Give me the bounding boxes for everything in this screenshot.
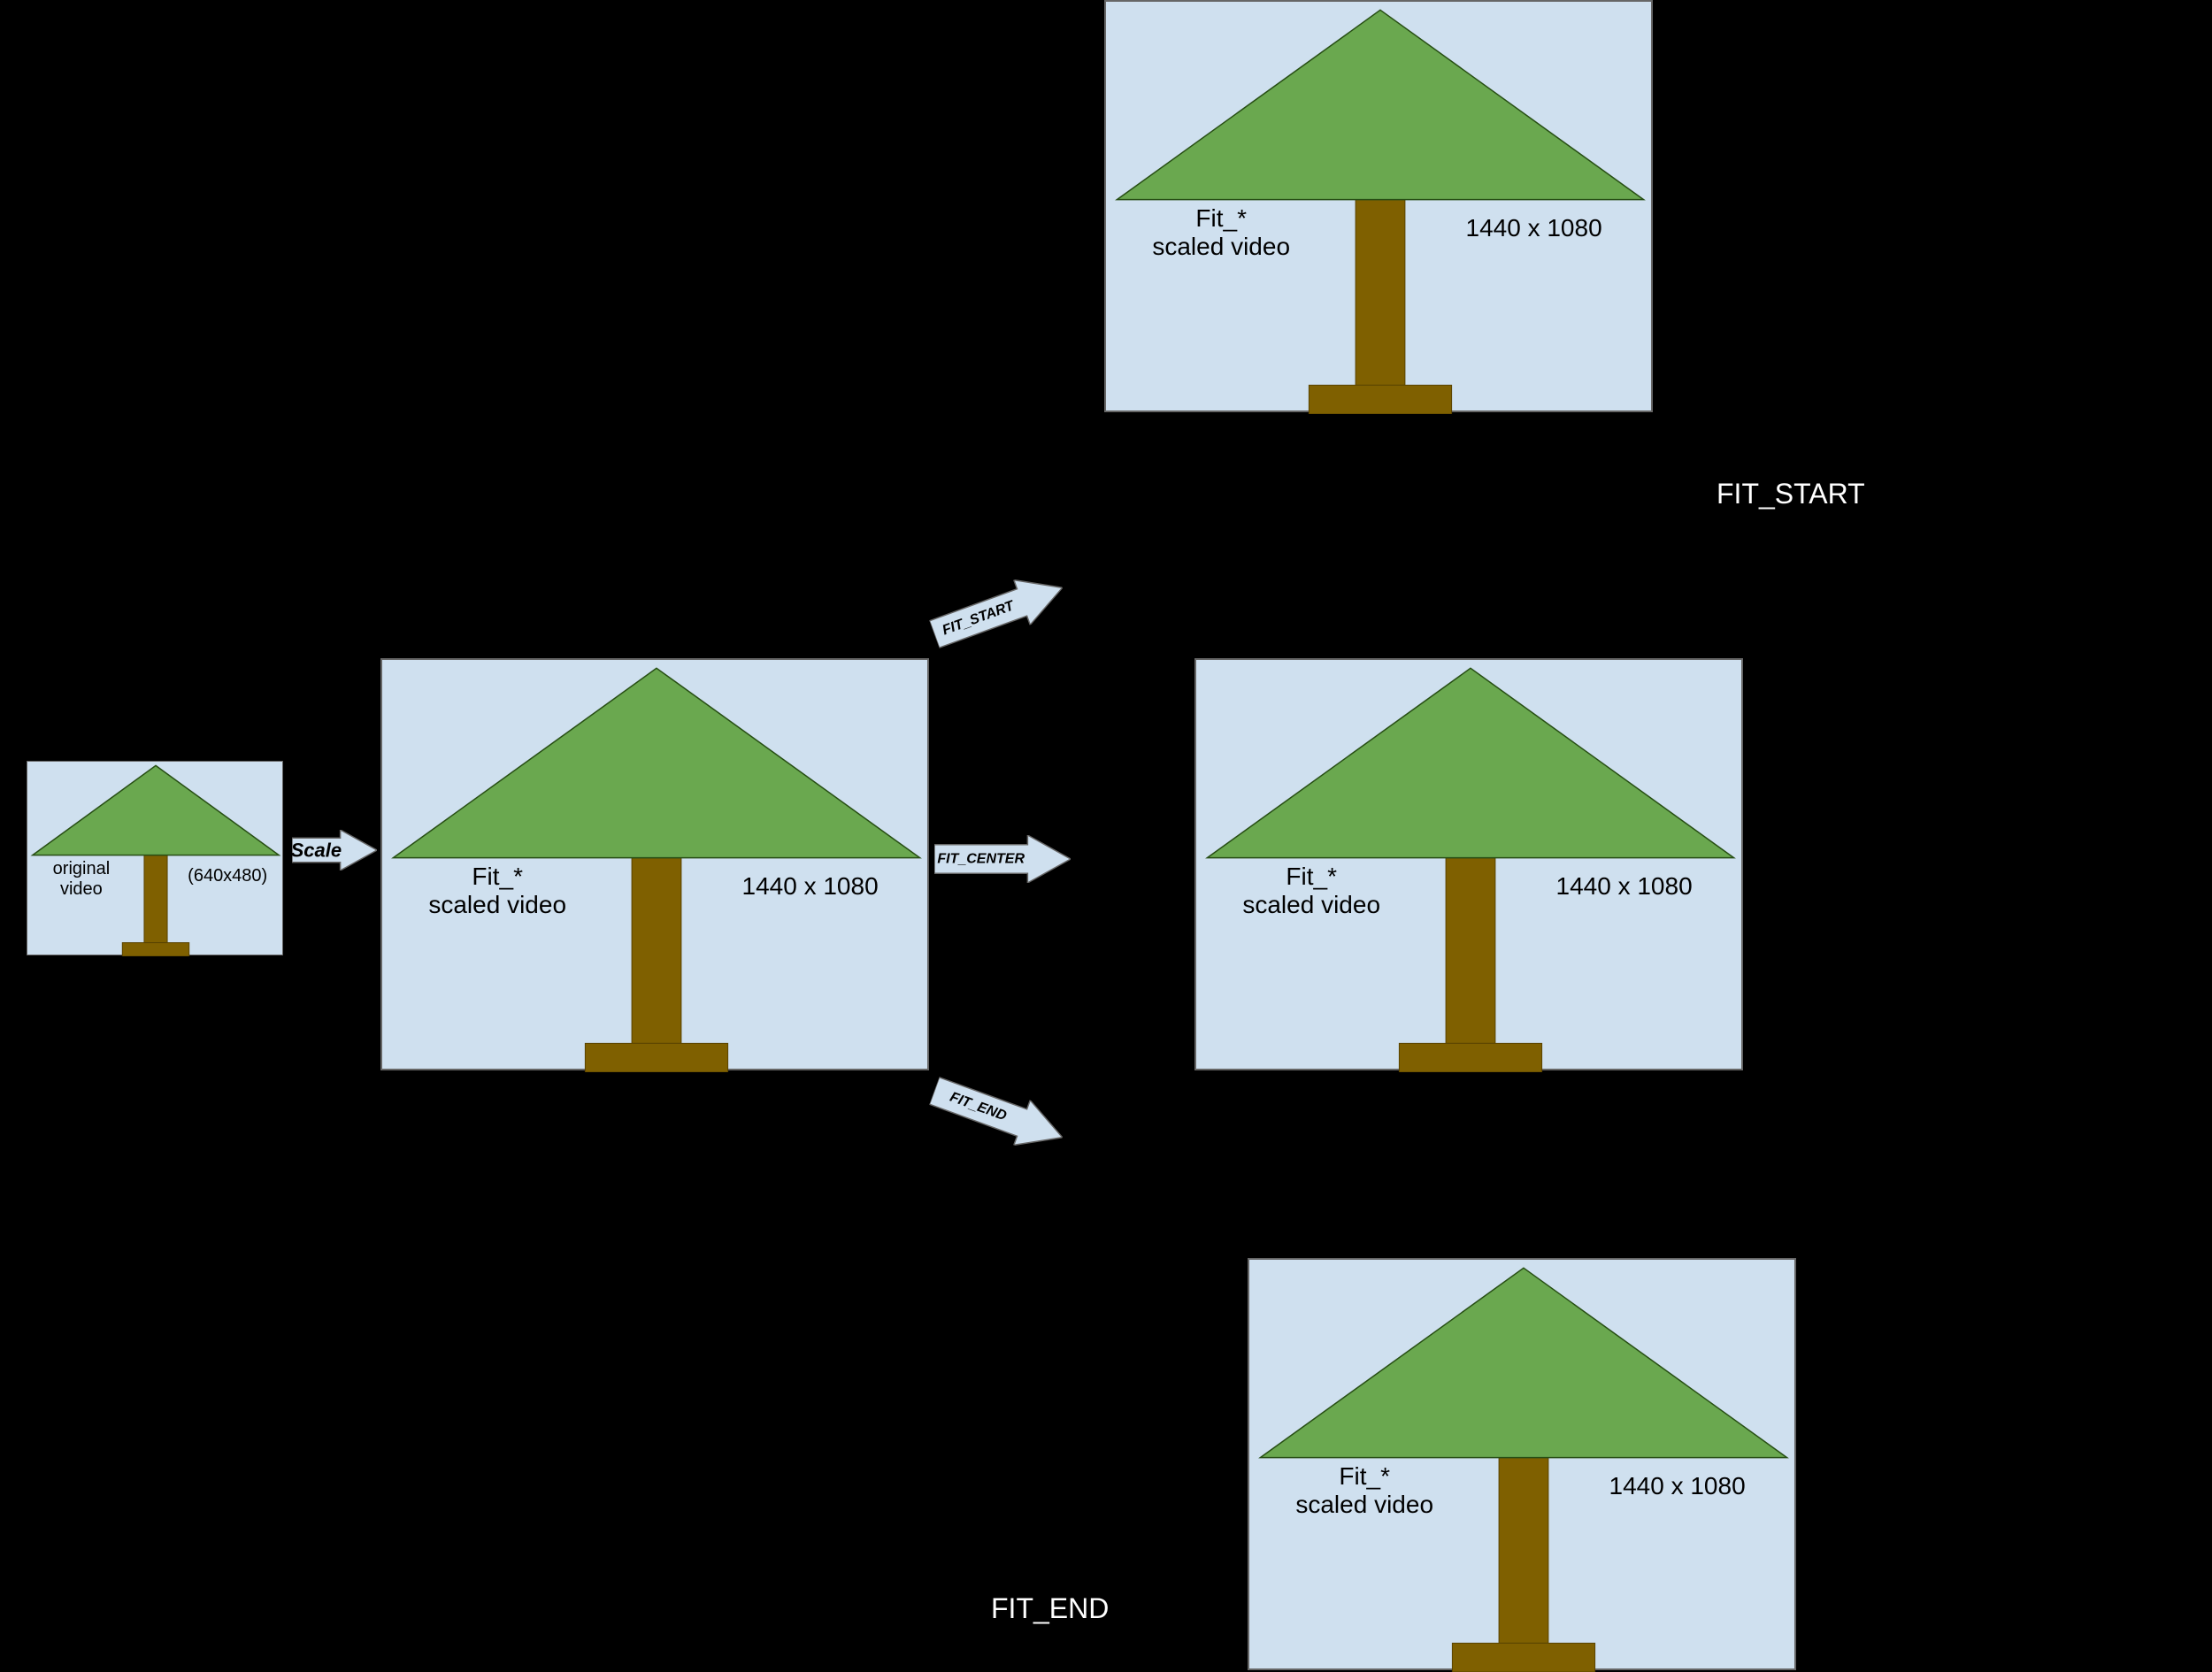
output-frame-fit-end: Fit_* scaled video 1440 x 1080 bbox=[1248, 1159, 1796, 1670]
video-left-label-line2: scaled video bbox=[1152, 233, 1290, 260]
external-label-fit-end: FIT_END bbox=[991, 1592, 1109, 1625]
video-left-label: Fit_* scaled video bbox=[1106, 204, 1336, 261]
video-right-label: 1440 x 1080 bbox=[689, 872, 931, 901]
scaled-video-inside-output: Fit_* scaled video 1440 x 1080 bbox=[1248, 1258, 1796, 1670]
video-left-label-line2: scaled video bbox=[1242, 891, 1380, 918]
video-left-label: Fit_* scaled video bbox=[1249, 1462, 1479, 1519]
output-frame-fit-center: Fit_* scaled video 1440 x 1080 bbox=[1194, 658, 1743, 1070]
arrow-fit-start: FIT_START bbox=[926, 565, 1071, 656]
video-left-label-line1: Fit_* bbox=[1339, 1462, 1390, 1490]
scaled-video-inside-output: Fit_* scaled video 1440 x 1080 bbox=[1104, 0, 1653, 412]
video-right-label: 1440 x 1080 bbox=[1413, 214, 1655, 242]
video-left-label: Fit_* scaled video bbox=[382, 863, 612, 919]
arrow-scale: Scale bbox=[292, 830, 377, 871]
arrow-label: Scale bbox=[292, 840, 342, 862]
video-left-label: Fit_* scaled video bbox=[1196, 863, 1426, 919]
external-label-fit-center-line2: CENTER bbox=[1748, 845, 1814, 863]
arrow-label: FIT_CENTER bbox=[937, 852, 1025, 867]
external-label-fit-center-line1: FIT_ bbox=[1748, 827, 1781, 845]
video-left-label-line1: original bbox=[53, 859, 110, 878]
video-left-label-line2: scaled video bbox=[1295, 1491, 1433, 1518]
scaled-video-inside-output: Fit_* scaled video 1440 x 1080 bbox=[1194, 658, 1743, 1070]
scaled-video-frame: Fit_* scaled video 1440 x 1080 bbox=[380, 658, 929, 1070]
video-right-label: 1440 x 1080 bbox=[1503, 872, 1745, 901]
arrow-icon: FIT_END bbox=[926, 1069, 1071, 1160]
video-left-label-line2: video bbox=[60, 879, 103, 899]
arrow-fit-end: FIT_END bbox=[926, 1069, 1071, 1160]
arrow-icon: FIT_CENTER bbox=[934, 835, 1071, 883]
video-left-label-line1: Fit_* bbox=[1195, 204, 1247, 232]
external-label-fit-start: FIT_START bbox=[1717, 478, 1865, 510]
arrow-icon: Scale bbox=[292, 830, 377, 871]
video-left-label: original video bbox=[27, 859, 135, 900]
original-video-frame: original video (640x480) bbox=[27, 761, 283, 955]
external-label-fit-center: FIT_CENTER bbox=[1748, 828, 1814, 863]
video-left-label-line1: Fit_* bbox=[1286, 863, 1337, 890]
arrow-icon: FIT_START bbox=[926, 565, 1071, 656]
video-left-label-line2: scaled video bbox=[428, 891, 566, 918]
video-left-label-line1: Fit_* bbox=[472, 863, 523, 890]
video-right-label: (640x480) bbox=[171, 866, 284, 886]
arrow-fit-center: FIT_CENTER bbox=[934, 835, 1071, 883]
output-frame-fit-start: Fit_* scaled video 1440 x 1080 bbox=[1060, 0, 1697, 586]
video-right-label: 1440 x 1080 bbox=[1556, 1472, 1798, 1500]
